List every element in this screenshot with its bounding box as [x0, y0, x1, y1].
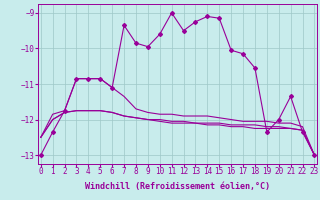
X-axis label: Windchill (Refroidissement éolien,°C): Windchill (Refroidissement éolien,°C) [85, 182, 270, 191]
